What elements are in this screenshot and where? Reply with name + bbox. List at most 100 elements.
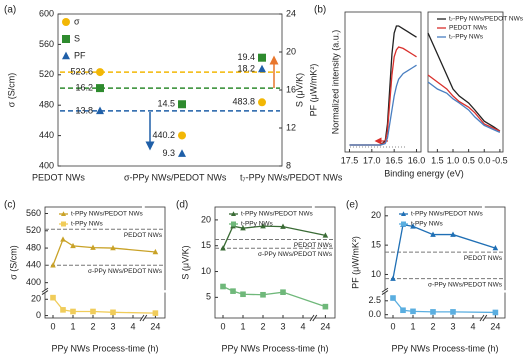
y-tick-label: 600 <box>39 8 54 18</box>
value-label: 18.2 <box>237 63 255 73</box>
legend-label: S <box>74 33 80 43</box>
panel-label: (c) <box>4 200 16 211</box>
y-tick-label: 20 <box>201 214 211 224</box>
marker <box>90 308 96 315</box>
x-tick-label: 4 <box>130 321 135 331</box>
panel-label: (e) <box>346 200 358 211</box>
marker <box>61 211 66 216</box>
axis-break-mark <box>309 314 315 322</box>
marker <box>260 223 266 229</box>
x-tick-label: 0.5 <box>462 155 475 165</box>
series-line <box>392 297 496 314</box>
x-tick-label: 16.0 <box>408 155 426 165</box>
marker <box>258 64 266 73</box>
marker <box>430 231 436 237</box>
x-tick-label: 24 <box>150 321 160 331</box>
legend-label: t-PPy NWs/PEDOT NWs <box>71 211 143 218</box>
x-tick-label: 0 <box>220 321 225 331</box>
marker <box>401 221 406 227</box>
series-line <box>349 64 417 146</box>
marker <box>96 84 104 93</box>
marker <box>62 35 70 43</box>
marker <box>60 236 66 242</box>
x-axis-title: Binding energy (eV) <box>384 168 464 178</box>
x-tick-label: 3 <box>110 321 115 331</box>
marker <box>410 308 416 315</box>
y2-tick-label: 20 <box>286 46 296 56</box>
legend-label: σ <box>74 16 80 26</box>
plot-frame <box>214 206 336 319</box>
axis-break-gap <box>482 316 485 320</box>
y-tick-label: 560 <box>26 208 41 218</box>
marker <box>401 211 406 216</box>
marker <box>390 295 396 301</box>
marker <box>50 262 56 268</box>
y-tick-label: 2.5 <box>368 295 381 305</box>
marker <box>62 51 70 60</box>
x-axis-title: PPy NWs Process-time (h) <box>391 343 498 353</box>
marker <box>152 248 159 255</box>
y-tick-label: 480 <box>26 242 41 252</box>
y-tick-label: 0.0 <box>368 309 381 319</box>
category-label: PEDOT NWs <box>32 172 85 182</box>
marker <box>450 309 456 315</box>
x-tick-label: 1 <box>70 321 75 331</box>
y2-tick-label: 16 <box>286 84 296 94</box>
axis-break-mark <box>41 290 49 295</box>
legend-label: t₇-PPy NWs <box>449 34 484 41</box>
y-tick-label: 15 <box>371 240 381 250</box>
marker <box>230 288 236 294</box>
axis-break-mark <box>139 314 145 322</box>
panel-label: (a) <box>4 5 16 16</box>
marker <box>260 291 266 298</box>
value-label: 523.6 <box>70 66 93 76</box>
axis-break-gap <box>163 290 167 293</box>
y-tick-label: 5 <box>206 292 211 302</box>
marker <box>492 309 499 316</box>
legend-label: PF <box>74 50 86 60</box>
axis-break-gap <box>482 205 485 209</box>
series-line <box>52 297 156 314</box>
x-tick-label: 4 <box>300 321 305 331</box>
marker <box>430 309 436 315</box>
axis-break-mark <box>479 314 485 322</box>
y2-tick-label: 8 <box>286 160 291 170</box>
y3-axis-title: PF (μW/mK²) <box>308 64 318 117</box>
marker <box>70 242 76 249</box>
axis-break-mark <box>142 314 148 322</box>
reference-label: PEDOT NWs <box>464 255 503 262</box>
y-axis-title: Normalized intensity (a.u.) <box>330 30 340 135</box>
marker <box>90 244 96 250</box>
x-tick-label: 1 <box>410 321 415 331</box>
marker <box>70 308 76 315</box>
marker <box>280 289 286 295</box>
marker <box>231 211 236 216</box>
x-tick-label: 2 <box>430 321 435 331</box>
marker <box>62 18 70 26</box>
value-label: 483.8 <box>232 97 255 107</box>
y-axis-title: σ (S/cm) <box>8 245 18 280</box>
y-tick-label: 520 <box>26 225 41 235</box>
marker <box>96 68 104 77</box>
x-tick-label: 24 <box>320 321 330 331</box>
x-tick-label: 1.0 <box>447 155 460 165</box>
marker <box>178 100 186 109</box>
x-tick-label: 2 <box>260 321 265 331</box>
value-label: 13.8 <box>75 105 93 115</box>
category-label: t₇-PPy NWs/PEDOT NWs <box>240 172 343 182</box>
axis-break-gap <box>503 290 507 293</box>
series-line <box>52 238 156 266</box>
panel-label: (b) <box>314 5 326 16</box>
marker <box>322 303 329 310</box>
x-tick-label: 1 <box>240 321 245 331</box>
legend-label: t-PPy NWs/PEDOT NWs <box>241 211 313 218</box>
marker <box>410 223 416 229</box>
marker <box>96 106 104 115</box>
y-tick-label: 10 <box>201 266 211 276</box>
marker <box>240 291 246 298</box>
x-tick-label: 0 <box>50 321 55 331</box>
x-tick-label: 1.5 <box>431 155 444 165</box>
plot-frame <box>344 11 422 153</box>
y-axis-title: PF (μW/mK²) <box>350 236 360 289</box>
